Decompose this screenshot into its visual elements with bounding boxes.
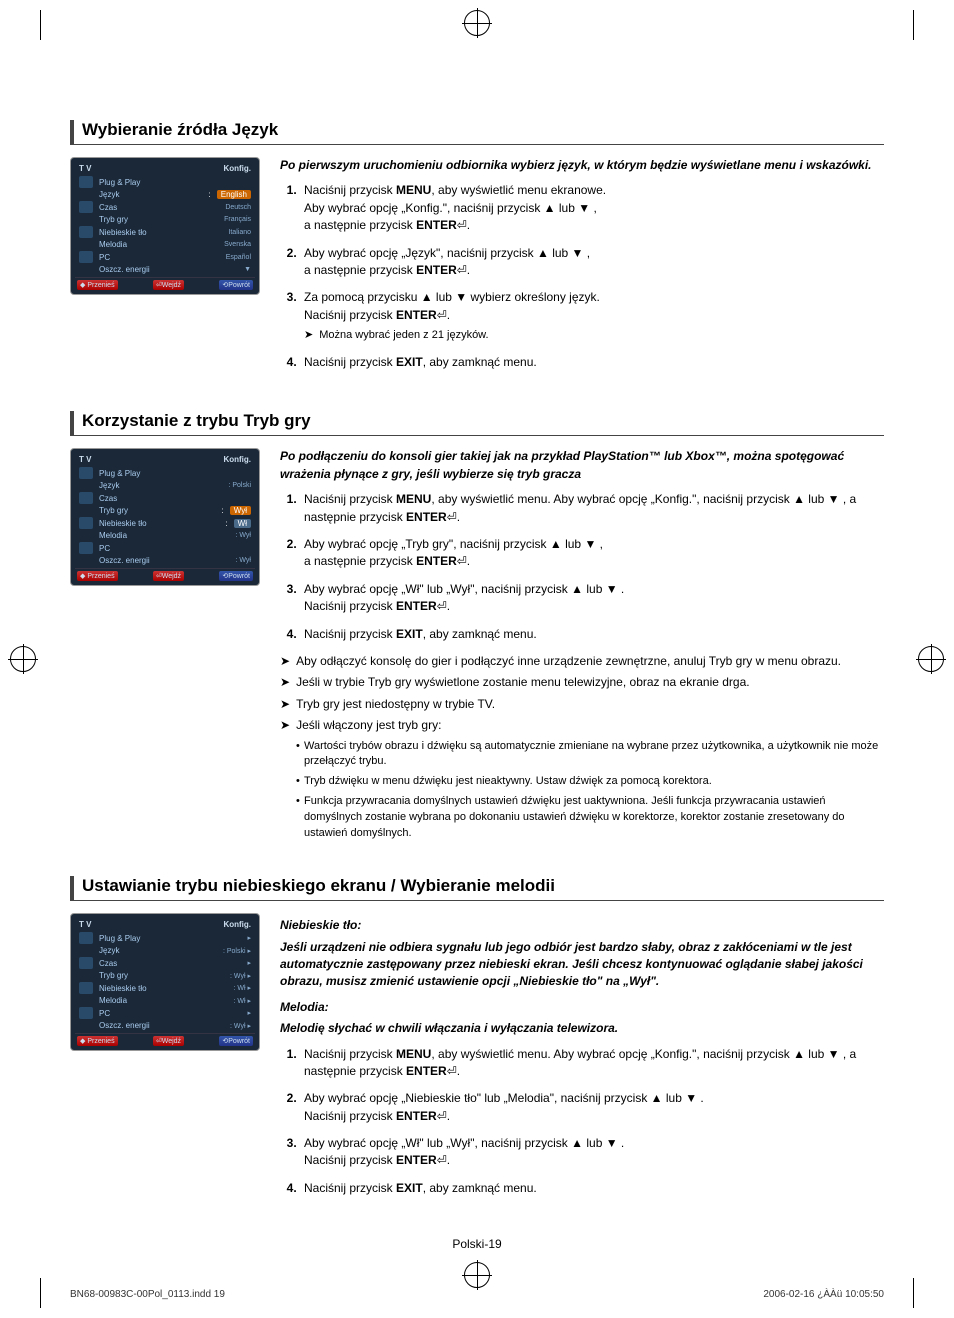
subsection-text: Jeśli urządzeni nie odbiera sygnału lub … (280, 939, 884, 991)
manual-page: Wybieranie źródła Język T VKonfig.Plug &… (0, 0, 954, 1318)
section-heading: Wybieranie źródła Język (70, 120, 884, 145)
registration-mark-icon (464, 1262, 490, 1288)
note-line: ➤Jeśli w trybie Tryb gry wyświetlone zos… (280, 674, 884, 691)
steps-list: Naciśnij przycisk MENU, aby wyświetlić m… (280, 491, 884, 643)
page-number: Polski-19 (70, 1237, 884, 1251)
section-text: Niebieskie tło: Jeśli urządzeni nie odbi… (280, 913, 884, 1207)
tv-menu-screenshot: T VKonfig.Plug & PlayJęzyk: EnglishCzasD… (70, 157, 260, 295)
sub-note-item: Wartości trybów obrazu i dźwięku są auto… (296, 739, 884, 771)
notes-block: ➤Aby odłączyć konsolę do gier i podłączy… (280, 653, 884, 842)
registration-mark-icon (10, 646, 36, 672)
step-item: Za pomocą przycisku ▲ lub ▼ wybierz okre… (300, 289, 884, 344)
steps-list: Naciśnij przycisk MENU, aby wyświetlić m… (280, 1046, 884, 1198)
section-body: T VKonfig.Plug & Play ▸Język: Polski ▸Cz… (70, 913, 884, 1207)
section-language: Wybieranie źródła Język T VKonfig.Plug &… (70, 120, 884, 381)
step-item: Naciśnij przycisk EXIT, aby zamknąć menu… (300, 354, 884, 371)
print-footer: BN68-00983C-00Pol_0113.indd 19 2006-02-1… (70, 1289, 884, 1300)
section-title: Wybieranie źródła Język (82, 120, 884, 140)
subsection-text: Melodię słychać w chwili włączania i wył… (280, 1020, 884, 1037)
step-item: Aby wybrać opcję „Język", naciśnij przyc… (300, 245, 884, 280)
section-game-mode: Korzystanie z trybu Tryb gry T VKonfig.P… (70, 411, 884, 846)
section-title: Ustawianie trybu niebieskiego ekranu / W… (82, 876, 884, 896)
section-title: Korzystanie z trybu Tryb gry (82, 411, 884, 431)
subsection-title: Melodia: (280, 999, 884, 1016)
subsection-title: Niebieskie tło: (280, 917, 884, 934)
step-item: Naciśnij przycisk EXIT, aby zamknąć menu… (300, 1180, 884, 1197)
section-intro: Po pierwszym uruchomieniu odbiornika wyb… (280, 157, 884, 174)
tv-menu-screenshot: T VKonfig.Plug & Play ▸Język: Polski ▸Cz… (70, 913, 260, 1051)
step-item: Aby wybrać opcję „Niebieskie tło" lub „M… (300, 1090, 884, 1125)
step-item: Naciśnij przycisk EXIT, aby zamknąć menu… (300, 626, 884, 643)
section-body: T VKonfig.Plug & PlayJęzyk: PolskiCzasTr… (70, 448, 884, 846)
crop-mark (40, 1278, 41, 1308)
section-intro: Po podłączeniu do konsoli gier takiej ja… (280, 448, 884, 483)
note-line: ➤Tryb gry jest niedostępny w trybie TV. (280, 696, 884, 713)
crop-mark (40, 10, 41, 40)
footer-filename: BN68-00983C-00Pol_0113.indd 19 (70, 1289, 225, 1300)
step-item: Aby wybrać opcję „Wł" lub „Wył", naciśni… (300, 581, 884, 616)
steps-list: Naciśnij przycisk MENU, aby wyświetlić m… (280, 182, 884, 371)
page-content: Wybieranie źródła Język T VKonfig.Plug &… (70, 120, 884, 1251)
crop-mark (913, 10, 914, 40)
note-line: ➤Jeśli włączony jest tryb gry: (280, 717, 884, 734)
step-item: Naciśnij przycisk MENU, aby wyświetlić m… (300, 1046, 884, 1081)
sub-note-item: Funkcja przywracania domyślnych ustawień… (296, 794, 884, 842)
sub-notes: Wartości trybów obrazu i dźwięku są auto… (296, 739, 884, 843)
section-blue-screen-melody: Ustawianie trybu niebieskiego ekranu / W… (70, 876, 884, 1207)
crop-mark (913, 1278, 914, 1308)
step-item: Aby wybrać opcję „Wł" lub „Wył", naciśni… (300, 1135, 884, 1170)
step-item: Naciśnij przycisk MENU, aby wyświetlić m… (300, 182, 884, 234)
step-item: Naciśnij przycisk MENU, aby wyświetlić m… (300, 491, 884, 526)
sub-note-item: Tryb dźwięku w menu dźwięku jest nieakty… (296, 774, 884, 790)
note-line: ➤Aby odłączyć konsolę do gier i podłączy… (280, 653, 884, 670)
step-item: Aby wybrać opcję „Tryb gry", naciśnij pr… (300, 536, 884, 571)
section-text: Po pierwszym uruchomieniu odbiornika wyb… (280, 157, 884, 381)
footer-timestamp: 2006-02-16 ¿ÀÀü 10:05:50 (763, 1289, 884, 1300)
section-heading: Ustawianie trybu niebieskiego ekranu / W… (70, 876, 884, 901)
section-body: T VKonfig.Plug & PlayJęzyk: EnglishCzasD… (70, 157, 884, 381)
section-heading: Korzystanie z trybu Tryb gry (70, 411, 884, 436)
section-text: Po podłączeniu do konsoli gier takiej ja… (280, 448, 884, 846)
registration-mark-icon (918, 646, 944, 672)
registration-mark-icon (464, 10, 490, 36)
tv-menu-screenshot: T VKonfig.Plug & PlayJęzyk: PolskiCzasTr… (70, 448, 260, 586)
